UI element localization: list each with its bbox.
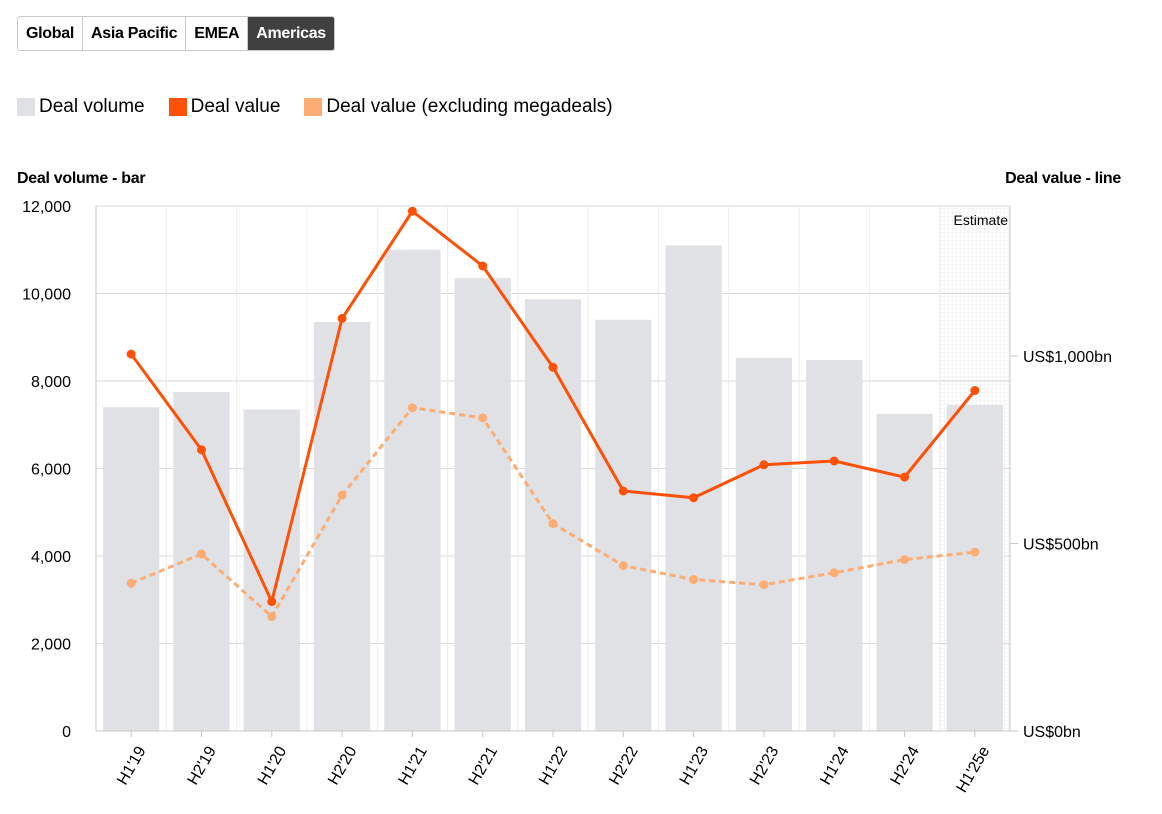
line-deal-value-ex-megadeals-point xyxy=(196,549,206,559)
line-deal-value-ex-megadeals-point xyxy=(689,575,699,584)
line-deal-value-point xyxy=(689,493,699,503)
legend-swatch-deal-value xyxy=(168,98,187,116)
bar-deal-volume xyxy=(243,409,300,731)
line-deal-value-point xyxy=(970,386,980,395)
bar-deal-volume xyxy=(806,360,863,731)
x-tick-label: H1'21 xyxy=(395,744,430,788)
line-deal-value-point xyxy=(126,349,136,359)
line-deal-value-ex-megadeals-point xyxy=(267,612,277,622)
line-deal-value-ex-megadeals-point xyxy=(407,403,417,413)
tab-americas[interactable]: Americas xyxy=(248,17,334,50)
legend-item-deal-value-ex-megadeals[interactable]: Deal value (excluding megadeals) xyxy=(304,96,613,118)
x-tick-label: H2'21 xyxy=(466,744,501,788)
x-tick-label: H2'19 xyxy=(185,744,220,788)
bar-deal-volume xyxy=(103,407,160,731)
left-tick-label: 10,000 xyxy=(22,287,71,304)
line-deal-value-point xyxy=(759,460,769,470)
bar-deal-volume xyxy=(454,278,511,731)
x-tick-label: H1'24 xyxy=(817,744,852,788)
x-tick-label: H1'23 xyxy=(677,744,712,788)
x-tick-label: H1'20 xyxy=(255,744,290,788)
legend-swatch-deal-value-ex-megadeals xyxy=(304,98,323,116)
line-deal-value-point xyxy=(196,445,206,455)
left-tick-label: 0 xyxy=(62,724,71,741)
line-deal-value-point xyxy=(478,261,488,271)
line-deal-value-ex-megadeals-point xyxy=(829,568,839,578)
tab-asia-pacific[interactable]: Asia Pacific xyxy=(82,17,187,50)
left-axis-title: Deal volume - bar xyxy=(17,170,146,187)
x-tick-label: H1'25e xyxy=(953,744,993,796)
line-deal-value-ex-megadeals-point xyxy=(126,578,136,588)
legend-item-deal-volume[interactable]: Deal volume xyxy=(17,96,145,118)
line-deal-value-ex-megadeals-point xyxy=(548,519,558,529)
tab-emea[interactable]: EMEA xyxy=(186,17,249,50)
left-tick-label: 8,000 xyxy=(31,374,71,391)
right-tick-label: US$1,000bn xyxy=(1023,349,1112,366)
bar-deal-volume xyxy=(735,357,793,731)
left-tick-label: 4,000 xyxy=(31,549,71,566)
right-tick-label: US$0bn xyxy=(1023,724,1081,741)
chart-legend: Deal volume Deal value Deal value (exclu… xyxy=(17,96,637,118)
legend-swatch-deal-volume xyxy=(17,98,35,116)
left-tick-label: 2,000 xyxy=(31,637,71,654)
line-deal-value-ex-megadeals-point xyxy=(478,413,488,423)
left-tick-label: 12,000 xyxy=(22,199,71,216)
legend-label-deal-volume: Deal volume xyxy=(39,96,145,117)
legend-item-deal-value[interactable]: Deal value xyxy=(168,96,281,118)
bar-deal-volume xyxy=(384,249,441,731)
x-tick-label: H2'24 xyxy=(888,744,923,788)
line-deal-value-point xyxy=(829,456,839,466)
right-tick-label: US$500bn xyxy=(1023,537,1099,554)
right-axis-title: Deal value - line xyxy=(1005,170,1121,187)
line-deal-value-point xyxy=(548,362,558,372)
line-deal-value-point xyxy=(618,486,628,496)
bar-deal-volume xyxy=(876,413,933,731)
line-deal-value-point xyxy=(900,472,910,482)
line-deal-value-point xyxy=(337,314,347,323)
x-tick-label: H1'19 xyxy=(114,744,149,788)
line-deal-value-ex-megadeals-point xyxy=(618,561,628,571)
bar-deal-volume xyxy=(595,319,652,731)
legend-label-deal-value-ex-megadeals: Deal value (excluding megadeals) xyxy=(326,96,613,117)
line-deal-value-ex-megadeals-point xyxy=(900,555,910,565)
bar-deal-volume xyxy=(946,405,1003,731)
line-deal-value-ex-megadeals-point xyxy=(337,490,347,500)
line-deal-value-point xyxy=(407,206,417,216)
tab-global[interactable]: Global xyxy=(18,17,83,50)
region-tabs: Global Asia Pacific EMEA Americas xyxy=(17,16,335,51)
line-deal-value-ex-megadeals-point xyxy=(970,547,980,557)
line-deal-value-ex-megadeals-point xyxy=(759,580,769,590)
line-deal-value-point xyxy=(267,597,277,607)
x-tick-label: H1'22 xyxy=(536,744,571,788)
x-tick-label: H2'23 xyxy=(747,744,782,788)
x-tick-label: H2'22 xyxy=(606,744,641,788)
left-tick-label: 6,000 xyxy=(31,462,71,479)
legend-label-deal-value: Deal value xyxy=(190,96,281,117)
estimate-label: Estimate xyxy=(954,212,1009,228)
x-tick-label: H2'20 xyxy=(325,744,360,788)
